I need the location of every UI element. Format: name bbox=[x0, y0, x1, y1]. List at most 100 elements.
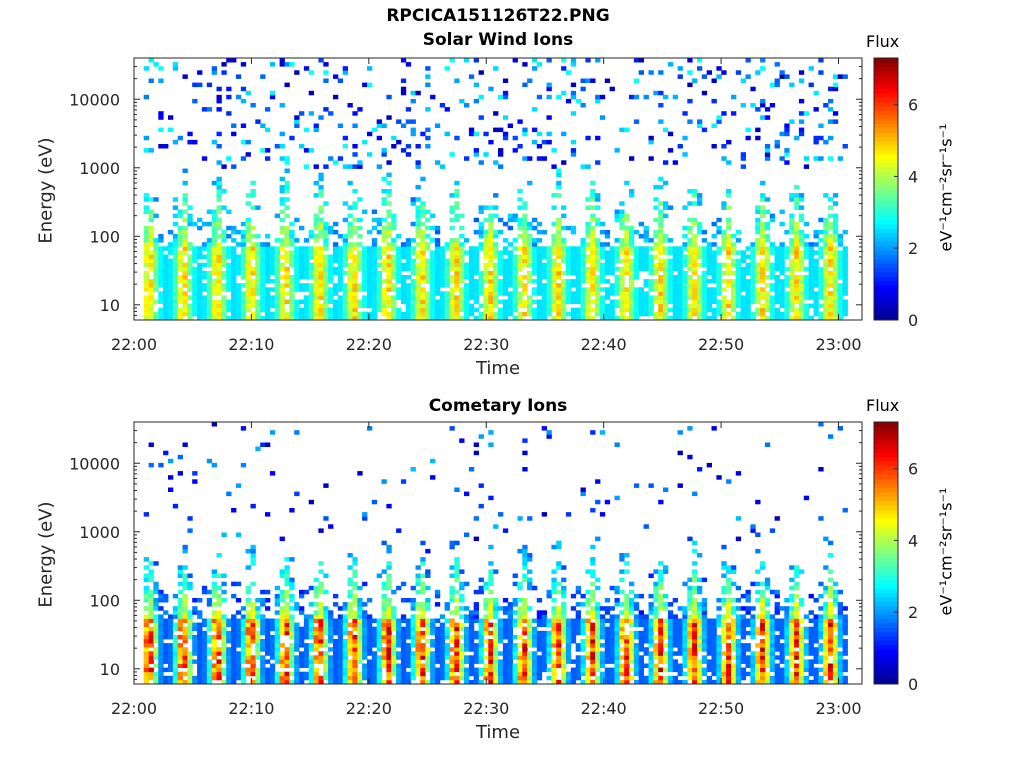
spectrogram-cell bbox=[629, 246, 635, 251]
spectrogram-cell bbox=[420, 262, 426, 268]
spectrogram-cell bbox=[604, 234, 611, 239]
spectrogram-cell bbox=[143, 197, 149, 202]
spectrogram-cell bbox=[211, 299, 217, 304]
spectrogram-cell bbox=[740, 315, 746, 321]
spectrogram-cell bbox=[760, 225, 766, 231]
spectrogram-cell bbox=[624, 262, 630, 268]
spectrogram-cell bbox=[721, 238, 727, 243]
spectrogram-cell bbox=[585, 135, 591, 141]
spectrogram-cell bbox=[197, 626, 203, 632]
spectrogram-cell bbox=[468, 291, 475, 296]
spectrogram-cell bbox=[172, 266, 179, 272]
spectrogram-cell bbox=[371, 291, 378, 296]
spectrogram-cell bbox=[682, 279, 688, 284]
spectrogram-cell bbox=[580, 295, 586, 300]
spectrogram-cell bbox=[488, 610, 494, 615]
spectrogram-cell bbox=[648, 139, 654, 145]
spectrogram-cell bbox=[711, 98, 717, 104]
spectrogram-cell bbox=[638, 221, 644, 227]
spectrogram-cell bbox=[420, 581, 426, 587]
spectrogram-cell bbox=[493, 622, 499, 628]
spectrogram-cell bbox=[633, 315, 640, 321]
colorbar-segment bbox=[874, 311, 898, 317]
spectrogram-cell bbox=[420, 229, 426, 235]
spectrogram-cell bbox=[192, 295, 198, 300]
spectrogram-cell bbox=[415, 602, 421, 607]
spectrogram-cell bbox=[439, 262, 446, 268]
spectrogram-cell bbox=[464, 262, 470, 268]
spectrogram-cell bbox=[357, 634, 363, 640]
spectrogram-cell bbox=[250, 234, 256, 239]
spectrogram-cell bbox=[488, 213, 494, 219]
spectrogram-cell bbox=[420, 311, 426, 317]
spectrogram-cell bbox=[405, 659, 412, 664]
spectrogram-cell bbox=[536, 283, 543, 288]
spectrogram-cell bbox=[512, 213, 518, 219]
spectrogram-cell bbox=[362, 275, 368, 280]
spectrogram-cell bbox=[192, 283, 198, 288]
spectrogram-cell bbox=[672, 258, 678, 264]
spectrogram-cell bbox=[459, 647, 465, 652]
spectrogram-cell bbox=[318, 184, 324, 190]
spectrogram-cell bbox=[250, 225, 256, 231]
spectrogram-cell bbox=[313, 217, 319, 223]
spectrogram-cell bbox=[629, 307, 635, 313]
spectrogram-cell bbox=[488, 242, 494, 247]
spectrogram-cell bbox=[832, 266, 839, 272]
spectrogram-cell bbox=[721, 156, 727, 161]
spectrogram-cell bbox=[352, 311, 358, 317]
spectrogram-cell bbox=[818, 217, 824, 223]
spectrogram-cell bbox=[434, 270, 441, 276]
spectrogram-cell bbox=[318, 209, 324, 214]
spectrogram-cell bbox=[318, 189, 324, 194]
spectrogram-cell bbox=[701, 299, 708, 304]
spectrogram-cell bbox=[235, 283, 242, 288]
spectrogram-cell bbox=[197, 315, 203, 321]
spectrogram-cell bbox=[415, 307, 421, 313]
spectrogram-cell bbox=[177, 258, 183, 264]
spectrogram-cell bbox=[396, 254, 402, 259]
spectrogram-cell bbox=[410, 303, 416, 309]
spectrogram-cell bbox=[260, 307, 266, 313]
spectrogram-cell bbox=[323, 315, 329, 321]
spectrogram-cell bbox=[478, 209, 484, 214]
spectrogram-cell bbox=[371, 643, 378, 648]
spectrogram-cell bbox=[318, 614, 324, 619]
spectrogram-cell bbox=[158, 667, 164, 673]
spectrogram-cell bbox=[498, 659, 504, 664]
spectrogram-cell bbox=[755, 287, 761, 292]
spectrogram-cell bbox=[498, 667, 504, 673]
spectrogram-cell bbox=[342, 144, 348, 149]
spectrogram-cell bbox=[250, 602, 256, 607]
spectrogram-cell bbox=[299, 606, 305, 611]
spectrogram-cell bbox=[527, 78, 533, 83]
spectrogram-cell bbox=[153, 655, 159, 660]
spectrogram-cell bbox=[323, 225, 329, 231]
spectrogram-cell bbox=[570, 279, 577, 284]
spectrogram-cell bbox=[216, 98, 222, 104]
spectrogram-cell bbox=[502, 643, 509, 648]
spectrogram-cell bbox=[561, 283, 567, 288]
spectrogram-cell bbox=[449, 544, 455, 550]
spectrogram-cell bbox=[837, 291, 843, 296]
colorbar-segment bbox=[874, 114, 898, 120]
spectrogram-cell bbox=[250, 655, 256, 660]
spectrogram-cell bbox=[400, 671, 407, 677]
spectrogram-cell bbox=[614, 315, 620, 321]
spectrogram-cell bbox=[478, 291, 484, 296]
spectrogram-cell bbox=[672, 295, 678, 300]
spectrogram-cell bbox=[410, 119, 416, 124]
spectrogram-cell bbox=[735, 275, 742, 280]
spectrogram-cell bbox=[231, 626, 237, 632]
spectrogram-cell bbox=[682, 135, 688, 141]
spectrogram-cell bbox=[289, 234, 295, 239]
spectrogram-cell bbox=[498, 254, 504, 259]
spectrogram-cell bbox=[163, 315, 169, 321]
spectrogram-cell bbox=[206, 254, 213, 259]
spectrogram-cell bbox=[536, 291, 543, 296]
spectrogram-cell bbox=[386, 647, 392, 652]
spectrogram-cell bbox=[337, 234, 344, 239]
spectrogram-cell bbox=[551, 295, 557, 300]
spectrogram-cell bbox=[197, 614, 203, 619]
spectrogram-cell bbox=[420, 234, 426, 239]
